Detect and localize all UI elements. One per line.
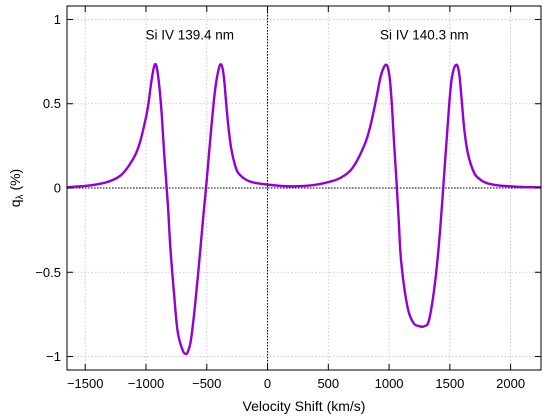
x-tick-label: −1000 <box>128 376 165 391</box>
x-tick-label: −500 <box>192 376 221 391</box>
y-axis-subscript: λ <box>15 194 26 199</box>
x-tick-label: 2000 <box>496 376 525 391</box>
y-tick-label: 1 <box>54 12 61 27</box>
annotation-label: Si IV 139.4 nm <box>145 28 234 43</box>
y-tick-label: 0.5 <box>43 96 61 111</box>
y-tick-labels: −1 −0.5 0 0.5 1 <box>35 12 61 364</box>
y-axis-symbol: q <box>7 199 23 207</box>
tick-marks <box>67 6 541 370</box>
x-tick-label: 500 <box>317 376 339 391</box>
x-tick-label: 1000 <box>375 376 404 391</box>
y-tick-label: −0.5 <box>35 265 61 280</box>
x-tick-label: 1500 <box>435 376 464 391</box>
y-axis-unit: (%) <box>7 169 23 195</box>
series-line <box>66 62 542 356</box>
y-axis-title: qλ (%) <box>7 169 26 207</box>
annotations: Si IV 139.4 nm Si IV 140.3 nm <box>145 28 468 43</box>
zero-reference-lines <box>67 6 541 370</box>
annotation-label: Si IV 140.3 nm <box>380 28 469 43</box>
y-tick-label: 0 <box>54 181 61 196</box>
y-tick-label: −1 <box>46 349 61 364</box>
series-layer <box>66 62 542 356</box>
x-tick-label: −1500 <box>67 376 104 391</box>
x-tick-label: 0 <box>264 376 271 391</box>
x-axis-title: Velocity Shift (km/s) <box>243 398 366 414</box>
x-tick-labels: −1500 −1000 −500 0 500 1000 1500 2000 <box>67 376 525 391</box>
